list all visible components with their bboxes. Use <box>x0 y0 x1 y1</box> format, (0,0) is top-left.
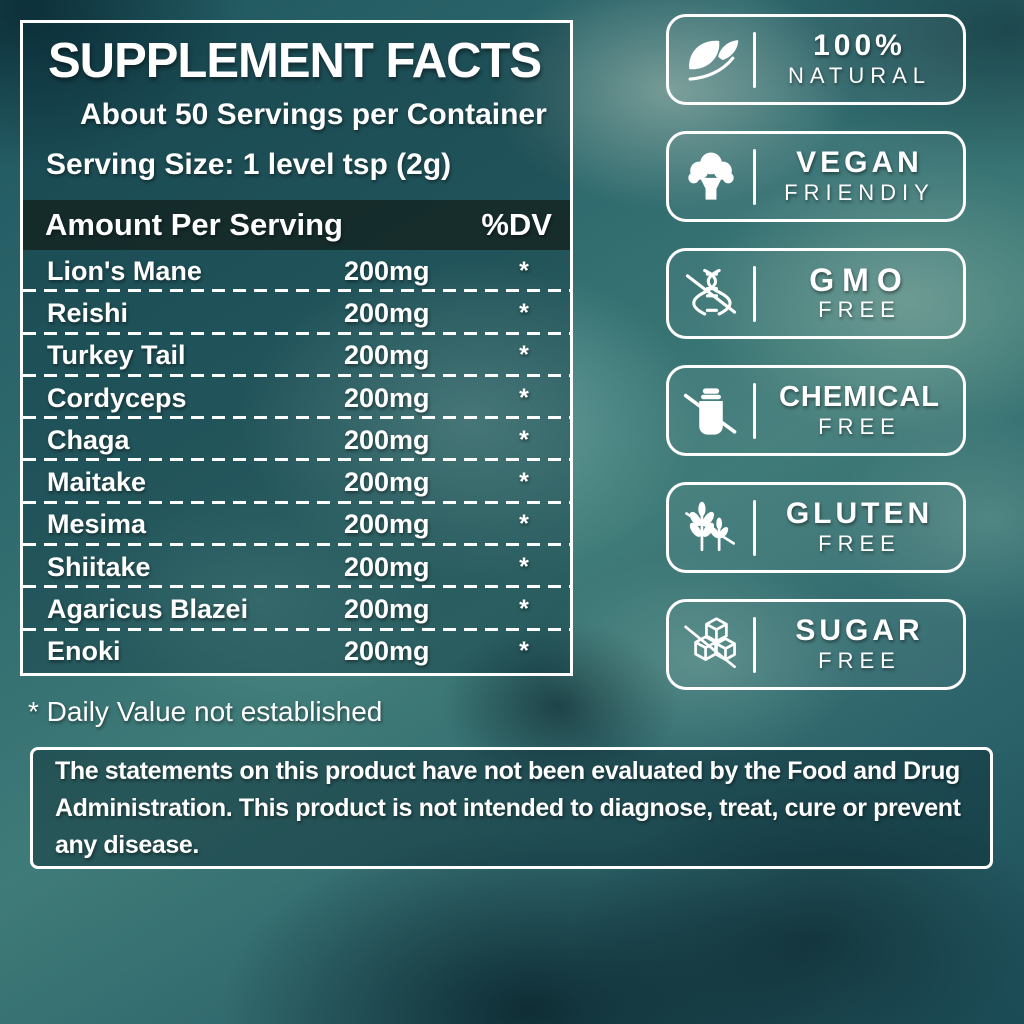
wheat-gluten-icon <box>669 499 753 557</box>
table-row: Maitake 200mg * <box>23 461 570 505</box>
ingredient-dv: * <box>519 510 529 539</box>
amount-per-serving-header: Amount Per Serving <box>45 207 343 242</box>
ingredient-dv: * <box>519 637 529 666</box>
ingredient-dv: * <box>519 341 529 370</box>
ingredient-name: Agaricus Blazei <box>47 594 249 625</box>
badge-line2: FREE <box>818 297 901 322</box>
badge-divider <box>753 382 756 439</box>
disclaimer-line: Administration. This product is not inte… <box>55 793 961 822</box>
badge-line1: SUGAR <box>795 614 924 647</box>
badge-gluten-free: GLUTEN FREE <box>666 482 966 573</box>
servings-suffix: Servings per Container <box>208 98 547 131</box>
badge-divider <box>753 265 756 322</box>
ingredient-amount: 200mg <box>344 636 430 667</box>
table-row: Turkey Tail 200mg * <box>23 335 570 378</box>
supplement-facts-panel: SUPPLEMENT FACTS About 50 Servings per C… <box>20 20 573 676</box>
ingredient-amount: 200mg <box>344 467 430 498</box>
ingredient-amount: 200mg <box>344 594 430 625</box>
fda-disclaimer-box: The statements on this product have not … <box>30 747 993 869</box>
table-header: Amount Per Serving %DV <box>23 200 570 250</box>
disclaimer-line: The statements on this product have not … <box>55 756 960 785</box>
ingredient-name: Lion's Mane <box>47 255 202 286</box>
ingredient-amount: 200mg <box>344 424 430 455</box>
panel-title: SUPPLEMENT FACTS <box>48 34 542 88</box>
ingredient-amount: 200mg <box>344 551 430 582</box>
badge-line1: VEGAN <box>796 146 923 179</box>
chemical-bottle-icon <box>669 382 753 440</box>
ingredient-dv: * <box>519 256 529 285</box>
table-row: Enoki 200mg * <box>23 631 570 673</box>
disclaimer-line: any disease. <box>55 830 199 859</box>
badge-line2: FREE <box>818 531 901 556</box>
dna-gmo-icon <box>669 265 753 323</box>
leaf-icon <box>669 31 753 89</box>
table-row: Chaga 200mg * <box>23 419 570 462</box>
ingredient-amount: 200mg <box>344 297 430 328</box>
badge-divider <box>753 31 756 88</box>
badge-vegan-friendly: VEGAN FRIENDIY <box>666 131 966 222</box>
ingredient-amount: 200mg <box>344 382 430 413</box>
table-row: Agaricus Blazei 200mg * <box>23 588 570 631</box>
serving-size-line: Serving Size: 1 level tsp (2g) <box>46 148 452 181</box>
ingredient-name: Turkey Tail <box>47 340 186 371</box>
badge-divider <box>753 148 756 205</box>
badge-divider <box>753 499 756 556</box>
ingredient-name: Mesima <box>47 509 147 540</box>
broccoli-icon <box>669 148 753 206</box>
badge-line1: GMO <box>809 262 910 298</box>
ingredient-amount: 200mg <box>344 340 430 371</box>
servings-line: About 50 Servings per Container <box>23 97 570 133</box>
ingredient-name: Cordyceps <box>47 382 187 413</box>
ingredient-dv: * <box>519 552 529 581</box>
servings-count: 50 <box>174 98 209 131</box>
badge-line1: 100% <box>813 29 906 62</box>
dv-header: %DV <box>481 207 552 242</box>
ingredient-dv: * <box>519 298 529 327</box>
badge-sugar-free: SUGAR FREE <box>666 599 966 690</box>
daily-value-footnote: * Daily Value not established <box>28 696 383 727</box>
ingredient-name: Chaga <box>47 424 130 455</box>
ingredients-table: Lion's Mane 200mg * Reishi 200mg * Turkey Ta… <box>23 250 570 673</box>
badge-line2: FREE <box>818 414 901 439</box>
badge-chemical-free: CHEMICAL FREE <box>666 365 966 456</box>
badge-line2: FREE <box>818 648 901 673</box>
ingredient-dv: * <box>519 383 529 412</box>
table-row: Cordyceps 200mg * <box>23 377 570 420</box>
badge-line2: FRIENDIY <box>784 180 935 205</box>
table-row: Mesima 200mg * <box>23 504 570 547</box>
badge-100-natural: 100% NATURAL <box>666 14 966 105</box>
servings-prefix: About <box>80 98 175 131</box>
ingredient-dv: * <box>519 468 529 497</box>
sugar-cubes-icon <box>669 616 753 674</box>
ingredient-name: Shiitake <box>47 551 151 582</box>
badge-line2: NATURAL <box>787 63 932 88</box>
table-row: Reishi 200mg * <box>23 292 570 335</box>
badge-gmo-free: GMO FREE <box>666 248 966 339</box>
badge-line1: GLUTEN <box>785 497 934 530</box>
ingredient-dv: * <box>519 425 529 454</box>
ingredient-name: Enoki <box>47 636 121 667</box>
ingredient-name: Maitake <box>47 467 147 498</box>
ingredient-dv: * <box>519 595 529 624</box>
badge-divider <box>753 616 756 673</box>
ingredient-amount: 200mg <box>344 255 430 286</box>
table-row: Shiitake 200mg * <box>23 546 570 589</box>
badge-line1: CHEMICAL <box>778 381 941 413</box>
badges-column: 100% NATURAL VEGAN FRIENDIY <box>666 14 966 690</box>
ingredient-name: Reishi <box>47 297 129 328</box>
table-row: Lion's Mane 200mg * <box>23 250 570 293</box>
ingredient-amount: 200mg <box>344 509 430 540</box>
